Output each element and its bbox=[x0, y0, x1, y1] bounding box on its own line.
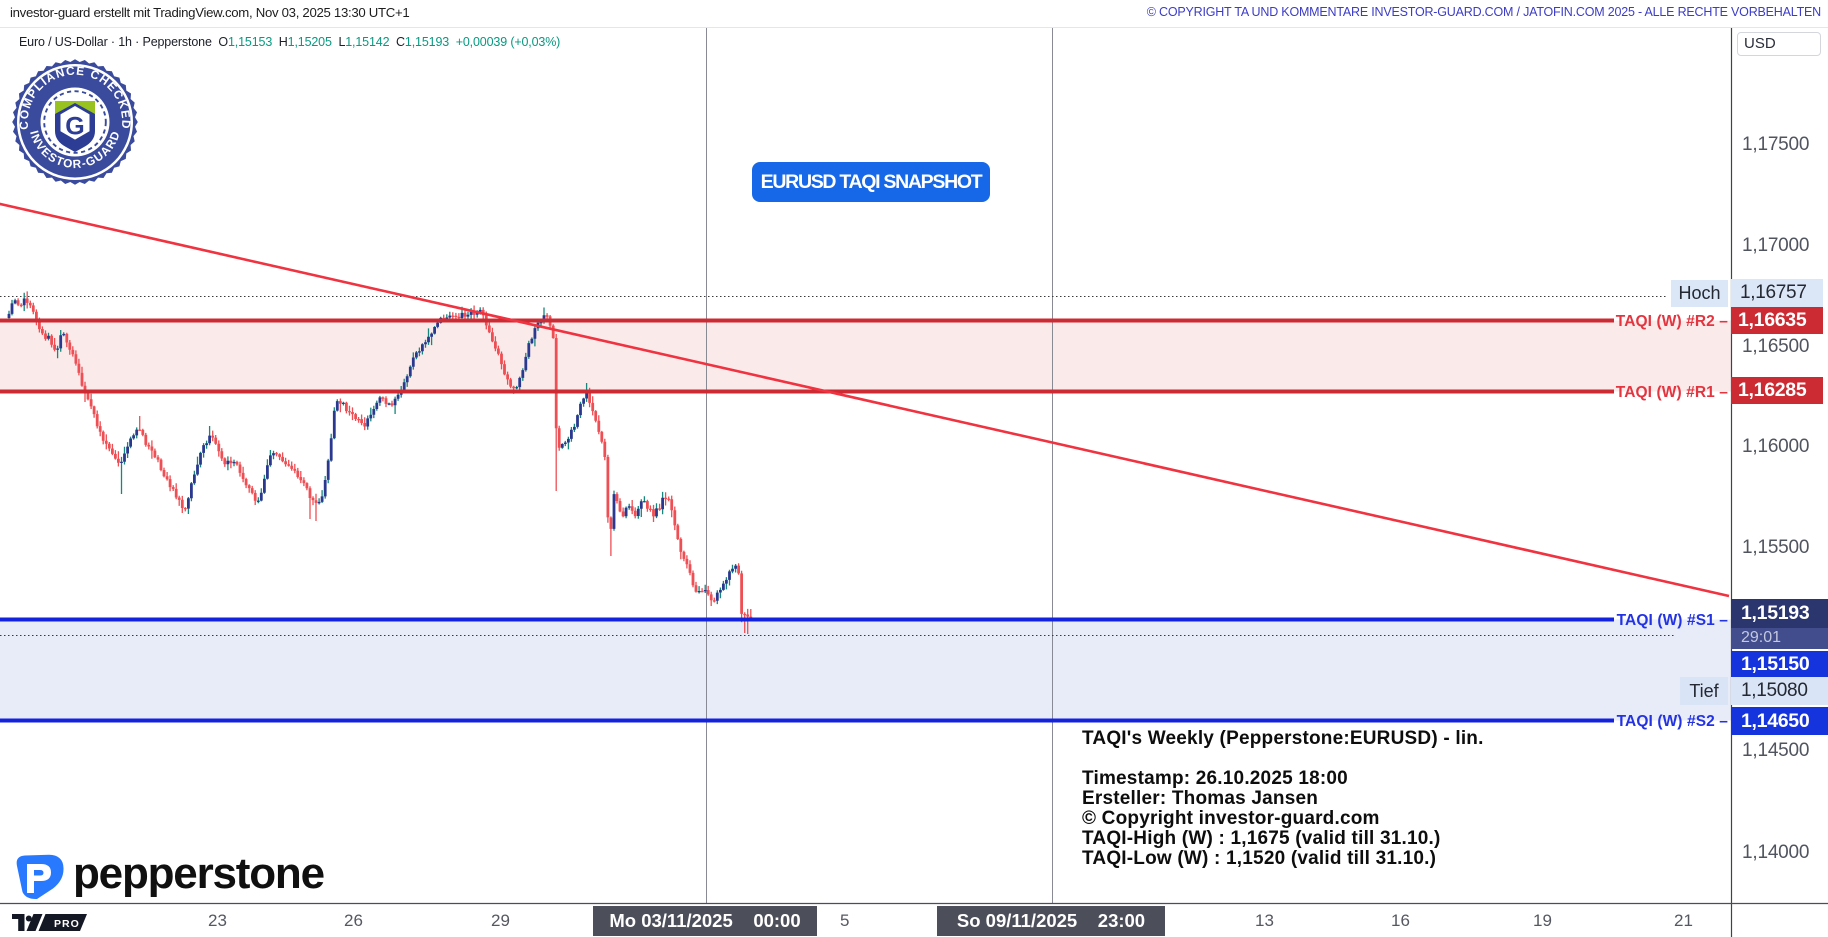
svg-text:PRO: PRO bbox=[54, 918, 80, 930]
svg-text:pepperstone: pepperstone bbox=[73, 854, 324, 898]
svg-text:G: G bbox=[65, 113, 84, 141]
